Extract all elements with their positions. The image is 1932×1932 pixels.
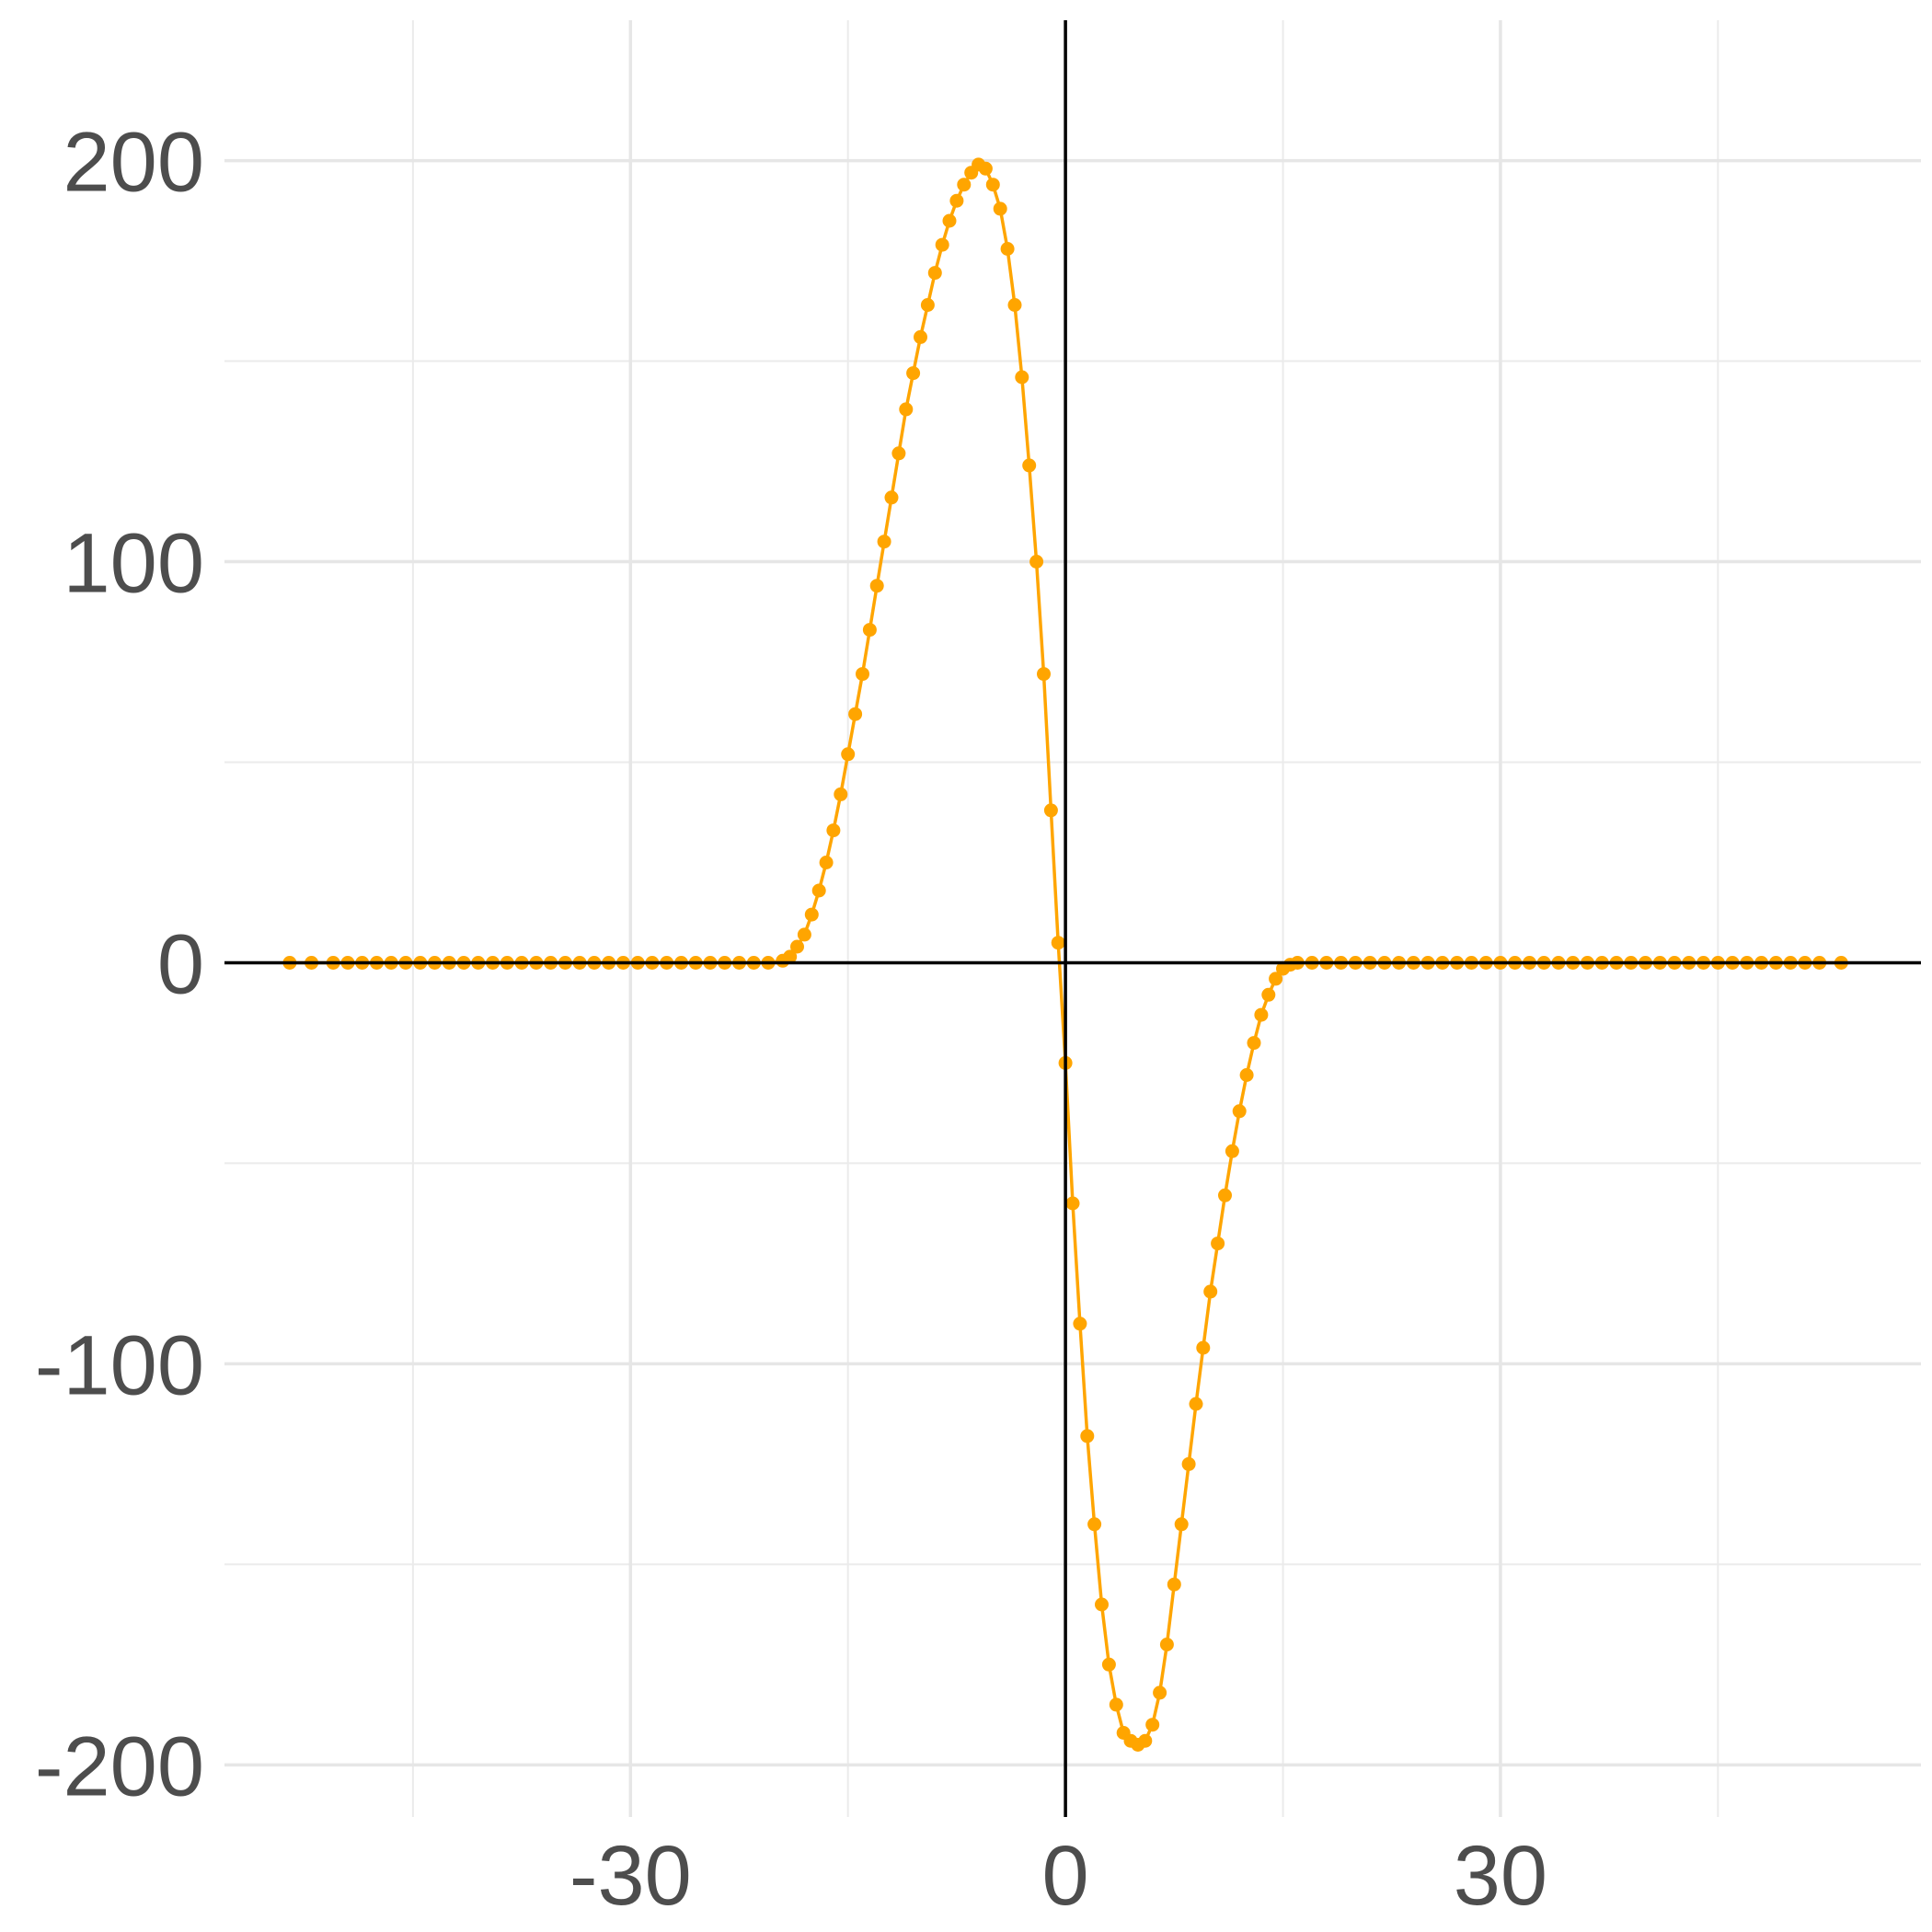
data-point <box>848 707 863 721</box>
data-point <box>1203 1284 1218 1299</box>
data-point <box>978 161 993 176</box>
data-point <box>914 329 927 344</box>
x-tick-label: 0 <box>1042 1829 1089 1923</box>
reference-lines <box>224 20 1921 1817</box>
data-point <box>811 883 826 898</box>
data-point <box>783 949 798 964</box>
data-point <box>1101 1657 1116 1672</box>
data-point <box>1261 987 1276 1002</box>
data-point <box>1174 1517 1189 1532</box>
data-point <box>1247 1036 1261 1051</box>
data-point <box>993 201 1007 216</box>
data-point <box>1159 1638 1174 1651</box>
data-point <box>1051 936 1065 950</box>
data-point <box>1000 242 1015 256</box>
data-point <box>891 446 906 461</box>
x-tick-label: 30 <box>1454 1829 1547 1923</box>
data-point <box>856 667 869 682</box>
data-point <box>1167 1577 1181 1592</box>
data-point <box>1043 803 1058 818</box>
y-tick-label: 100 <box>63 517 205 611</box>
data-point <box>804 907 819 922</box>
data-point <box>1211 1236 1225 1251</box>
data-point <box>1080 1429 1095 1443</box>
data-point <box>819 856 834 869</box>
data-point <box>826 823 841 838</box>
data-point <box>1145 1718 1160 1732</box>
data-point <box>1073 1317 1087 1331</box>
x-axis-tick-labels: -30 0 30 <box>569 1829 1547 1923</box>
data-point <box>834 787 848 801</box>
data-point <box>862 623 877 638</box>
y-tick-label: -100 <box>35 1318 204 1412</box>
data-point <box>1153 1685 1167 1700</box>
data-point <box>877 535 891 549</box>
data-point <box>1007 298 1022 312</box>
major-gridlines <box>224 20 1921 1817</box>
data-point <box>935 237 949 252</box>
data-point <box>1269 972 1283 986</box>
data-point <box>790 939 804 954</box>
data-point <box>920 298 935 312</box>
x-tick-label: -30 <box>569 1829 692 1923</box>
data-point <box>899 402 914 417</box>
y-tick-label: -200 <box>35 1719 204 1813</box>
data-point <box>1189 1397 1203 1411</box>
data-point <box>1095 1597 1109 1612</box>
data-point <box>1037 667 1051 682</box>
data-point <box>942 213 957 228</box>
data-point <box>1065 1196 1080 1211</box>
data-point <box>1196 1340 1211 1355</box>
data-point <box>949 193 964 208</box>
data-point <box>884 490 899 505</box>
data-point <box>1218 1188 1232 1202</box>
minor-gridlines <box>224 20 1921 1817</box>
data-point <box>1109 1697 1123 1712</box>
data-point <box>1239 1068 1254 1082</box>
data-point <box>1087 1517 1102 1532</box>
data-point <box>869 579 884 593</box>
y-axis-tick-labels: -200 -100 0 100 200 <box>35 116 204 1814</box>
data-point <box>841 747 856 762</box>
data-point <box>1029 555 1044 569</box>
data-point <box>1225 1144 1239 1158</box>
data-point <box>985 178 1000 192</box>
data-point <box>1181 1456 1196 1471</box>
y-tick-label: 0 <box>157 917 204 1011</box>
data-point <box>1015 370 1029 385</box>
data-point <box>1232 1104 1247 1119</box>
data-point <box>927 266 942 281</box>
data-point <box>1138 1733 1153 1748</box>
data-point <box>1254 1007 1269 1022</box>
data-point <box>797 927 811 942</box>
data-point <box>906 366 921 381</box>
data-point <box>1022 458 1037 473</box>
y-tick-label: 200 <box>63 116 205 210</box>
data-point <box>957 178 972 192</box>
